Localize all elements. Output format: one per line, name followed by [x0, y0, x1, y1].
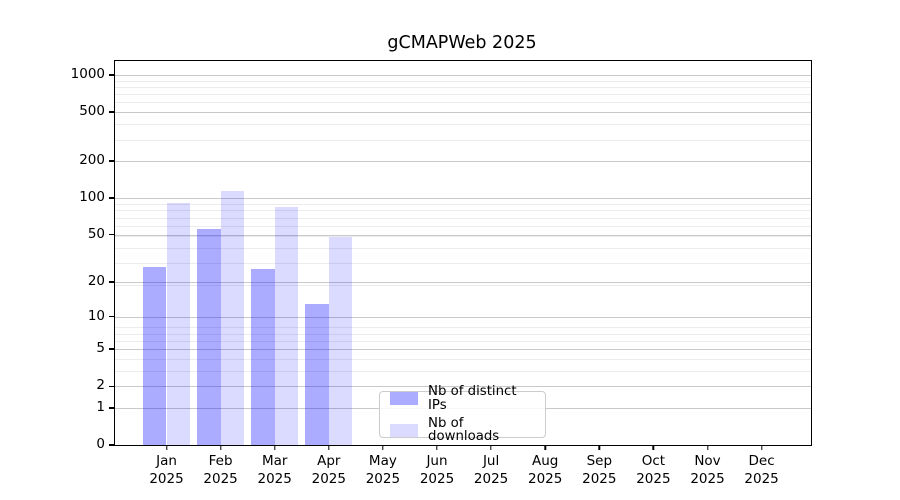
y-tick-label: 1000 [70, 65, 105, 82]
y-tick-mark [108, 444, 114, 446]
y-tick-mark [108, 197, 114, 199]
y-tick-mark [108, 160, 114, 162]
gridline-minor [115, 102, 811, 104]
y-tick-label: 0 [96, 435, 105, 452]
x-tick-mark [165, 445, 168, 450]
gridline-major [115, 234, 811, 236]
x-tick-mark [706, 445, 709, 450]
x-tick-mark [382, 445, 384, 450]
gridline-minor [115, 340, 811, 342]
gridline-minor [115, 217, 811, 219]
bar-downloads [328, 236, 353, 445]
gridline-major [115, 282, 811, 283]
gridline-minor [115, 80, 811, 82]
bar-distinct-ips [143, 266, 167, 445]
y-tick-label: 20 [87, 272, 105, 289]
gridline-major [115, 161, 811, 162]
bar-downloads [274, 206, 299, 445]
legend-label-distinct-ips: Nb of distinct IPs [428, 384, 517, 413]
x-tick-label: Mar 2025 [257, 453, 292, 487]
y-tick-mark [108, 315, 114, 318]
x-tick-label: Aug 2025 [528, 453, 563, 487]
y-tick-label: 10 [87, 307, 105, 324]
y-tick-label: 100 [79, 188, 105, 205]
bar-downloads [220, 190, 244, 445]
y-tick-mark [108, 407, 114, 409]
chart-title: gCMAPWeb 2025 [387, 33, 537, 53]
gridline-minor [115, 204, 811, 205]
y-tick-label: 200 [79, 151, 105, 168]
x-tick-label: Apr 2025 [311, 453, 346, 487]
gridline-major [115, 349, 811, 351]
legend-swatch-downloads [390, 423, 418, 437]
y-tick-mark [108, 281, 114, 283]
gridline-major [115, 197, 811, 199]
y-tick-mark [108, 348, 114, 350]
x-tick-mark [652, 445, 655, 450]
x-tick-label: Jan 2025 [149, 453, 184, 487]
gridline-minor [115, 333, 811, 335]
x-tick-label: Dec 2025 [744, 453, 779, 487]
y-tick-mark [108, 74, 114, 76]
y-tick-label: 500 [79, 103, 105, 120]
x-tick-label: Jun 2025 [419, 453, 455, 487]
y-tick-label: 5 [96, 340, 105, 357]
x-tick-mark [490, 445, 492, 450]
x-tick-mark [760, 445, 763, 450]
gridline-minor [115, 327, 811, 329]
x-tick-label: Feb 2025 [203, 453, 238, 487]
x-tick-label: Nov 2025 [690, 453, 725, 487]
gridline-minor [115, 139, 811, 141]
x-tick-mark [544, 445, 546, 450]
gridline-minor [115, 358, 811, 360]
plot-area: 1000 500 200 100 50 20 10 5 2 1 0 Jan 2025 Feb 2025 Mar… [71, 60, 812, 487]
bar-downloads [166, 202, 190, 445]
y-tick-mark [108, 385, 114, 387]
gridline-major [115, 316, 811, 318]
bar-distinct-ips [251, 268, 275, 445]
gridline-minor [115, 124, 811, 126]
gridline-minor [115, 210, 811, 212]
legend-item-distinct-ips: Nb of distinct IPs [390, 385, 535, 412]
y-tick-mark [108, 233, 114, 236]
x-tick-label: Oct 2025 [636, 453, 671, 487]
x-tick-label: Sep 2025 [582, 453, 617, 487]
gridline-major [115, 386, 811, 388]
gridline-minor [115, 247, 811, 249]
x-tick-label: May 2025 [365, 453, 401, 487]
y-tick-label: 2 [96, 377, 105, 394]
gridline-minor [115, 235, 811, 237]
x-tick-mark [219, 445, 222, 450]
y-tick-label: 1 [96, 398, 105, 415]
x-tick-mark [598, 445, 600, 450]
y-tick-mark [108, 111, 114, 113]
y-tick-label: 50 [87, 225, 105, 242]
legend-label-downloads: Nb of downloads [428, 416, 500, 445]
x-tick-mark [436, 445, 438, 450]
legend-item-downloads: Nb of downloads [390, 417, 535, 444]
bar-distinct-ips [197, 229, 221, 445]
gridline-minor [115, 284, 811, 286]
gridline-major [115, 75, 811, 76]
gridline-major [115, 112, 811, 114]
x-tick-mark [328, 445, 330, 450]
gridline-minor [115, 225, 811, 227]
x-tick-mark [273, 445, 276, 450]
gridline-minor [115, 94, 811, 96]
gridline-minor [115, 370, 811, 372]
gridline-minor [115, 87, 811, 88]
legend-swatch-distinct-ips [390, 392, 418, 406]
legend: Nb of distinct IPs Nb of downloads [379, 385, 546, 443]
x-tick-label: Jul 2025 [473, 453, 509, 487]
gridline-minor [115, 262, 811, 264]
bar-distinct-ips [305, 303, 329, 445]
